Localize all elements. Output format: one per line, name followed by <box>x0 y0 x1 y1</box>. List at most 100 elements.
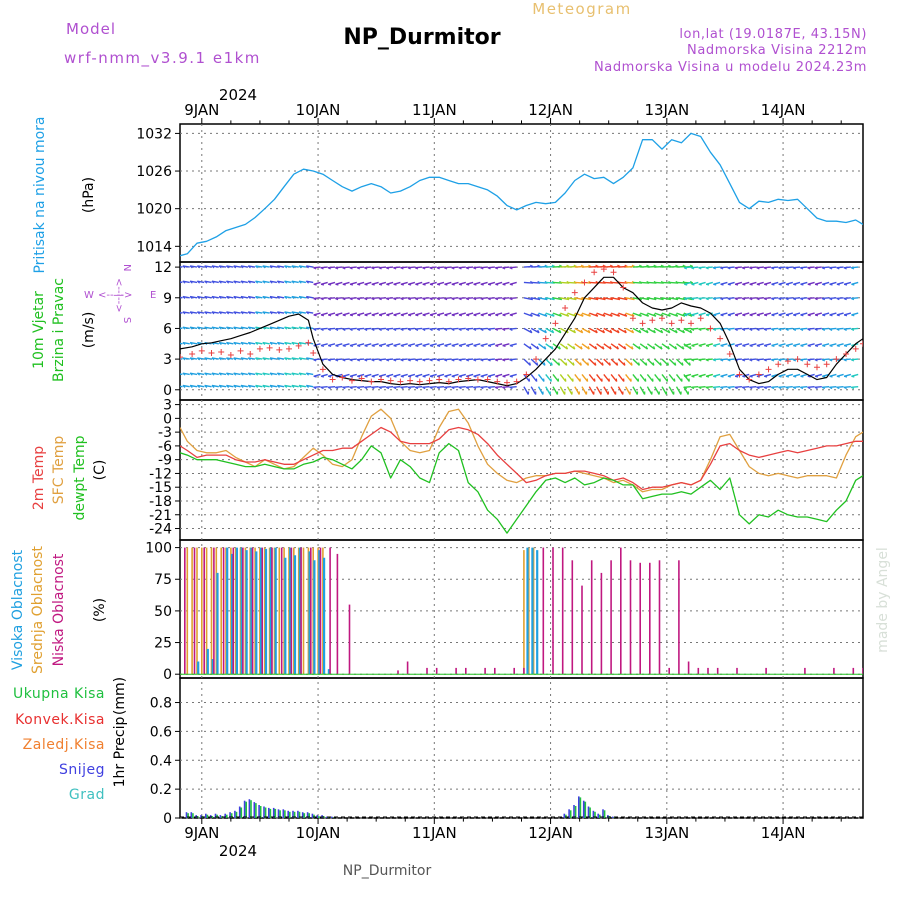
wind-barb-head <box>801 346 804 347</box>
wind-barb-head <box>408 284 411 285</box>
wind-barb <box>677 374 683 381</box>
wind-barb-head <box>394 284 397 285</box>
coords-text: lon,lat (19.0187E, 43.15N) <box>679 27 867 42</box>
wind-barb-head <box>343 346 346 347</box>
precip-bar-total <box>216 815 218 818</box>
wind-barb-head <box>365 284 368 285</box>
wind-gust-mark <box>562 305 568 311</box>
wind-barb-head <box>401 376 404 377</box>
wind-barb <box>589 387 594 395</box>
wind-barb-head <box>573 363 574 366</box>
precip-legend-snow: Snijeg <box>59 762 105 778</box>
precip-bar-total <box>265 808 267 819</box>
wind-barb-head <box>510 376 513 377</box>
wind-barb <box>618 359 625 365</box>
wind-barb-head <box>682 363 683 366</box>
wind-barb-head <box>660 363 661 366</box>
wind-gust-mark <box>276 347 282 353</box>
wind-gust-mark <box>766 366 772 372</box>
precip-bar-total <box>226 815 228 818</box>
precip-bar-total <box>241 808 243 819</box>
wind-gust-mark <box>436 377 442 383</box>
wind-gust-mark <box>397 379 403 385</box>
wind-barb <box>611 374 617 381</box>
pressure-unit: (hPa) <box>81 177 97 213</box>
y-tick-label-cloud: 75 <box>154 572 172 588</box>
precip-bar-total <box>192 813 194 818</box>
wind-barb-head <box>394 315 397 316</box>
wind-barb <box>568 359 575 365</box>
day-label-top: 10JAN <box>296 101 341 119</box>
precip-bar-snow <box>244 801 246 818</box>
wind-barb-head <box>357 284 360 285</box>
wind-barb-head <box>750 315 753 316</box>
wind-barb <box>640 387 645 395</box>
wind-gust-mark <box>417 379 423 385</box>
wind-dir-s: S <box>121 317 132 323</box>
y-tick-labels: 101410201026103203691230-3-6-9-12-15-18-… <box>136 126 172 827</box>
wind-barb <box>604 374 610 381</box>
y-tick-label-wind: 9 <box>163 291 172 307</box>
wind-barb-head <box>321 376 324 377</box>
wind-barb-head <box>503 284 506 285</box>
wind-unit: (m/s) <box>81 312 97 349</box>
wind-barb-head <box>801 284 804 285</box>
y-tick-label-pressure: 1020 <box>136 202 172 218</box>
wind-barb-head <box>646 363 647 366</box>
wind-barb-head <box>706 315 709 316</box>
wind-ylabel-line1: 10m Vjetar <box>31 291 47 369</box>
wind-barb-head <box>735 284 738 285</box>
y-tick-label-precip: 0.4 <box>150 753 172 769</box>
y-tick-label-precip: 0.2 <box>150 782 172 798</box>
wind-barb-head <box>793 284 796 285</box>
wind-barb-head <box>459 315 462 316</box>
y-tick-label-wind: 12 <box>154 260 172 276</box>
precip-bar-snow <box>597 814 599 818</box>
precip-bar-snow <box>273 808 275 818</box>
model-name: wrf-nmm_v3.9.1 e1km <box>64 49 261 68</box>
wind-barb-head <box>830 376 833 377</box>
wind-barb-head <box>559 363 560 366</box>
wind-barb-head <box>757 284 760 285</box>
wind-barb-head <box>793 315 796 316</box>
wind-gust-mark <box>228 352 234 358</box>
wind-speed-line <box>180 277 863 385</box>
wind-barb-head <box>495 284 498 285</box>
wind-barb-head <box>321 284 324 285</box>
wind-barb-head <box>437 284 440 285</box>
wind-barb-head <box>430 315 433 316</box>
wind-barb-head <box>176 373 178 375</box>
wind-barb-head <box>713 376 716 377</box>
wind-barb-head <box>692 376 695 377</box>
wind-gust-mark <box>286 346 292 352</box>
wind-barb-head <box>379 315 382 316</box>
wind-barb-head <box>415 376 418 377</box>
day-label-bottom: 10JAN <box>296 824 341 842</box>
wind-barb-head <box>617 363 618 366</box>
wind-barb <box>640 359 647 365</box>
wind-barb <box>655 387 660 395</box>
precip-bar-total <box>245 802 247 818</box>
wind-barb-head <box>830 284 833 285</box>
wind-barb-head <box>452 346 455 347</box>
y-tick-label-wind: 3 <box>163 352 172 368</box>
wind-barb <box>604 359 611 365</box>
wind-barb-head <box>624 363 625 366</box>
station-title: NP_Durmitor <box>343 25 500 50</box>
wind-barb-head <box>459 376 462 377</box>
wind-barb-head <box>314 315 317 316</box>
wind-barb-head <box>386 346 389 347</box>
precip-bar-total <box>565 815 567 818</box>
wind-barb-head <box>430 376 433 377</box>
wind-gust-mark <box>199 348 205 354</box>
wind-gust-mark <box>688 320 694 326</box>
precip-bar-total <box>255 803 257 818</box>
wind-barb <box>626 359 633 365</box>
wind-gust-mark <box>640 320 646 326</box>
wind-barb-head <box>423 315 426 316</box>
wind-dir-e: E <box>150 290 156 301</box>
wind-barb-head <box>408 346 411 347</box>
wind-barb <box>531 387 536 395</box>
precip-bar-total <box>599 815 601 818</box>
grid-lines <box>175 118 863 824</box>
